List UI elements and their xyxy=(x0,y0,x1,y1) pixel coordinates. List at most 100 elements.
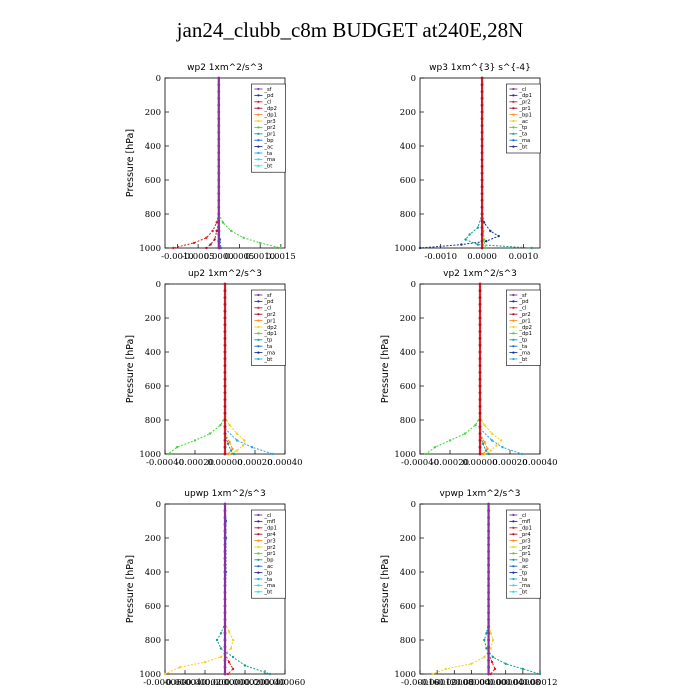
legend-entry: _ta xyxy=(518,577,527,583)
legend-marker xyxy=(257,132,260,135)
x-tick-label: 0.0005 xyxy=(225,252,255,262)
zero-profile-point xyxy=(223,611,227,615)
zero-profile-point xyxy=(223,432,227,435)
zero-profile-point xyxy=(478,377,482,381)
zero-profile-point xyxy=(217,165,221,168)
x-tick-label: -0.00004 xyxy=(452,678,490,688)
zero-profile-point xyxy=(223,618,227,621)
y-tick-label: 1000 xyxy=(139,244,161,254)
data-point xyxy=(497,234,500,238)
series-line xyxy=(224,428,274,455)
data-point xyxy=(433,446,437,449)
legend-marker xyxy=(512,132,515,135)
legend-entry: _pr1 xyxy=(518,551,530,557)
zero-profile-point xyxy=(217,97,221,100)
legend-entry: _cl xyxy=(263,100,271,106)
zero-profile-point xyxy=(223,289,227,293)
zero-profile-point xyxy=(223,364,227,367)
zero-profile-point xyxy=(478,371,482,374)
zero-profile-point xyxy=(480,76,484,80)
panel-title: wp2 1xm^2/s^3 xyxy=(187,63,263,73)
vp2-panel: vp2 1xm^2/s^3 0 200 400 600 800 1000 Pressure [… xyxy=(380,269,558,468)
y-axis-label: Pressure [hPa] xyxy=(380,555,391,623)
x-tick-label: -0.00012 xyxy=(418,678,456,688)
zero-profile-point xyxy=(478,316,482,320)
legend-marker xyxy=(257,325,260,329)
y-tick-label: 0 xyxy=(156,74,161,84)
data-point xyxy=(484,449,488,452)
data-point xyxy=(468,233,471,236)
x-tick-label: 0.0000 xyxy=(204,252,234,262)
data-point xyxy=(489,632,492,635)
series-line xyxy=(164,622,234,675)
legend-entry: _pr3 xyxy=(263,538,275,544)
zero-profile-point xyxy=(217,233,221,236)
y-tick-label: 0 xyxy=(156,500,161,510)
zero-profile-point xyxy=(223,665,227,669)
data-point xyxy=(235,449,239,452)
zero-profile-point xyxy=(223,631,227,635)
zero-profile-point xyxy=(223,296,227,299)
zero-profile-point xyxy=(223,523,227,526)
zero-profile-point xyxy=(223,425,227,429)
zero-profile-point xyxy=(480,144,484,148)
data-point xyxy=(221,221,225,224)
zero-profile-point xyxy=(478,439,482,442)
figure-title: jan24_clubb_c8m BUDGET at240E,28N xyxy=(176,18,524,42)
series-line xyxy=(488,653,496,675)
zero-profile-point xyxy=(487,631,490,635)
legend-marker xyxy=(512,332,515,335)
data-point xyxy=(192,241,196,245)
zero-profile-point xyxy=(487,550,490,553)
zero-profile-point xyxy=(223,543,227,547)
legend-entry: _pr3 xyxy=(263,119,275,125)
data-point xyxy=(229,449,233,452)
zero-profile-point xyxy=(487,529,490,533)
x-tick-label: -0.0010 xyxy=(161,252,194,262)
series-line xyxy=(425,416,481,455)
data-point xyxy=(470,662,473,665)
legend-entry: _dp1 xyxy=(263,331,276,337)
x-tick-label: 0.0010 xyxy=(509,252,539,262)
zero-profile-point xyxy=(480,246,484,250)
zero-profile-point xyxy=(223,659,227,662)
series-line xyxy=(224,416,246,455)
legend-entry: _ac xyxy=(263,144,273,150)
series-line xyxy=(479,433,489,455)
zero-profile-point xyxy=(223,343,227,347)
data-point xyxy=(203,660,207,664)
series-line xyxy=(479,416,502,455)
zero-profile-point xyxy=(487,502,490,506)
legend-marker xyxy=(512,571,515,574)
up2-panel: up2 1xm^2/s^3 0 200 400 600 800 1000 Pressure [… xyxy=(125,269,303,468)
data-point xyxy=(175,446,179,449)
legend-marker xyxy=(512,345,515,348)
data-point xyxy=(481,442,485,445)
zero-profile-point xyxy=(480,185,484,189)
zero-profile-point xyxy=(223,398,227,401)
legend-marker xyxy=(257,164,260,167)
zero-profile-point xyxy=(223,330,227,333)
legend-marker xyxy=(257,565,260,568)
zero-profile-point xyxy=(480,219,484,223)
legend-entry: _ma xyxy=(263,350,275,356)
data-point xyxy=(484,246,487,250)
legend-entry: _sf xyxy=(263,87,271,93)
legend-entry: _ta xyxy=(263,577,272,583)
data-point xyxy=(219,647,223,650)
data-point xyxy=(226,452,230,456)
zero-profile-point xyxy=(478,411,482,415)
series-line xyxy=(479,433,490,455)
legend-marker xyxy=(512,107,515,110)
legend-marker xyxy=(257,584,260,587)
zero-profile-point xyxy=(478,445,482,449)
data-point xyxy=(483,655,486,659)
zero-profile-point xyxy=(217,151,221,155)
zero-profile-point xyxy=(223,502,227,506)
legend-entry: _tp xyxy=(263,570,273,576)
legend-marker xyxy=(257,306,260,309)
legend-marker xyxy=(512,590,515,593)
y-tick-label: 0 xyxy=(411,500,416,510)
y-tick-label: 400 xyxy=(145,348,161,358)
legend-entry: _pr1 xyxy=(518,106,530,112)
